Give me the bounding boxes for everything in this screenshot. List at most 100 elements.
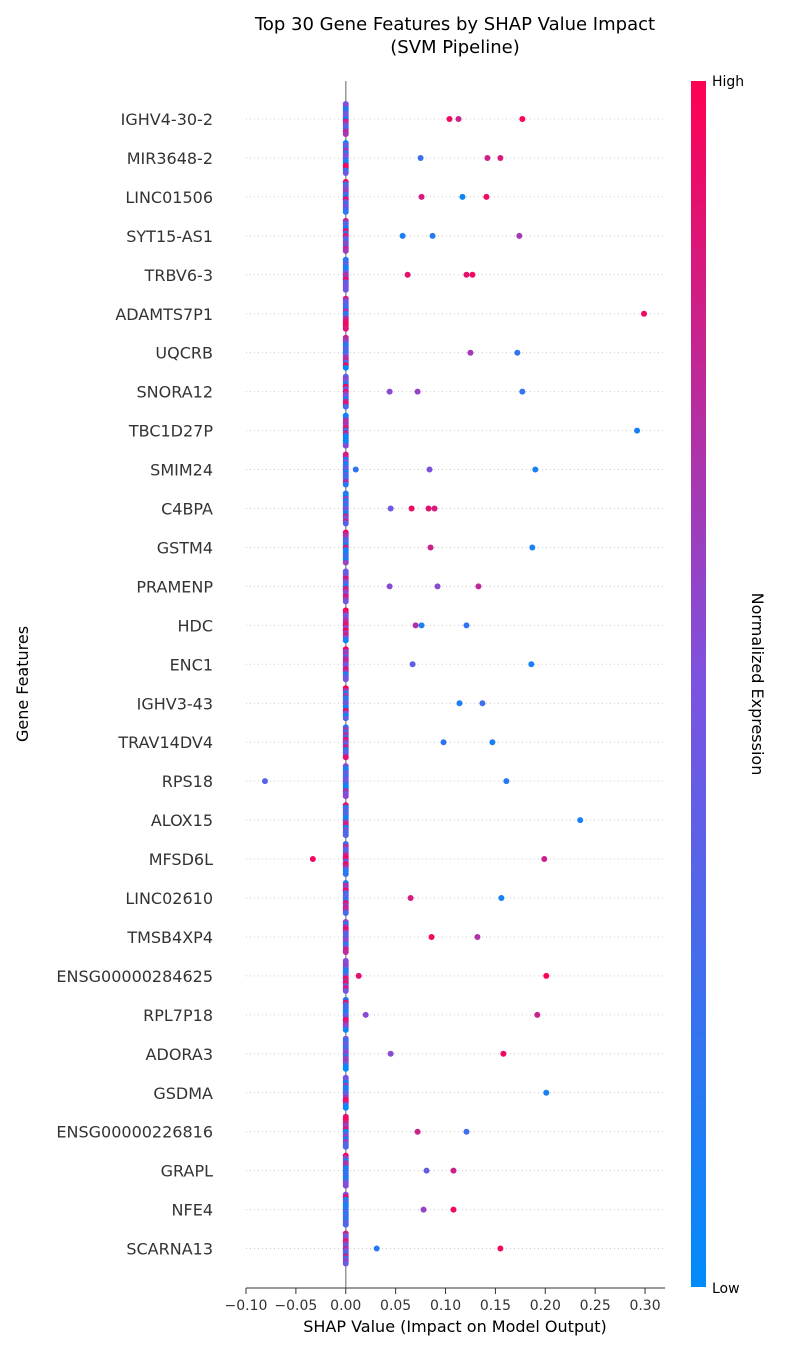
shap-point: [641, 310, 648, 317]
zero-sample-point: [342, 1182, 349, 1189]
colorbar-high-label: High: [712, 74, 744, 90]
feature-label: UQCRB: [155, 344, 213, 363]
shap-point: [479, 700, 486, 707]
shap-point: [414, 388, 421, 395]
shap-point: [261, 778, 268, 785]
zero-sample-point: [342, 948, 349, 955]
feature-label: C4BPA: [161, 500, 213, 519]
shap-point: [362, 1011, 369, 1018]
shap-point: [497, 154, 504, 161]
shap-point: [498, 895, 505, 901]
zero-sample-point: [342, 1260, 349, 1267]
shap-point: [427, 544, 434, 551]
feature-label: MIR3648-2: [127, 149, 213, 168]
feature-label: RPS18: [162, 772, 213, 791]
zero-sample-point: [342, 715, 349, 722]
shap-point: [489, 739, 496, 746]
x-tick-label: 0.10: [430, 1298, 461, 1314]
zero-sample-point: [342, 987, 349, 994]
feature-rows: IGHV4-30-2 MIR3648-2 LINC01506 SYT15-AS1 TRB…: [56, 110, 665, 1259]
x-tick-label: 0.20: [530, 1298, 561, 1314]
zero-sample-point: [342, 1065, 349, 1072]
feature-label: SYT15-AS1: [126, 227, 213, 246]
shap-point: [387, 505, 394, 512]
zero-sample-point: [342, 832, 349, 839]
shap-point: [463, 271, 470, 278]
shap-point: [387, 1050, 394, 1057]
feature-label: SMIM24: [150, 461, 213, 480]
shap-point: [386, 388, 393, 395]
shap-point: [529, 544, 536, 551]
feature-label: TBC1D27P: [128, 422, 214, 441]
shap-point: [434, 583, 441, 590]
feature-label: LINC01506: [125, 188, 213, 207]
zero-sample-point: [342, 481, 349, 488]
feature-label: ALOX15: [151, 811, 213, 830]
shap-point: [418, 622, 425, 629]
shap-point: [463, 622, 470, 629]
colorbar-label: Normalized Expression: [748, 593, 767, 776]
shap-point: [459, 193, 466, 200]
feature-label: GSTM4: [157, 538, 213, 557]
zero-sample-point: [342, 1104, 349, 1111]
zero-sample-point: [342, 1026, 349, 1033]
feature-label: HDC: [177, 616, 213, 635]
shap-point: [352, 466, 359, 473]
zero-sample-point: [342, 247, 349, 254]
x-axis-label: SHAP Value (Impact on Model Output): [303, 1317, 607, 1336]
shap-point: [634, 427, 641, 434]
feature-label: NFE4: [172, 1201, 213, 1220]
feature-label: SNORA12: [137, 383, 214, 402]
zero-sample-point: [342, 559, 349, 566]
zero-sample-point: [342, 325, 349, 332]
colorbar: [691, 81, 706, 1287]
zero-sample-point: [342, 598, 349, 605]
shap-point: [450, 1167, 457, 1174]
shap-point: [463, 1128, 470, 1135]
feature-label: TRAV14DV4: [117, 733, 213, 752]
zero-sample-point: [342, 520, 349, 527]
shap-point: [446, 116, 453, 122]
x-tick-label: −0.05: [274, 1298, 317, 1314]
shap-point: [404, 271, 411, 278]
shap-point: [503, 778, 510, 785]
shap-point: [532, 466, 539, 473]
feature-label: TRBV6-3: [144, 266, 213, 285]
shap-point: [516, 232, 523, 239]
shap-point: [543, 972, 550, 979]
shap-point: [418, 193, 425, 200]
shap-point: [514, 349, 521, 356]
zero-sample-point: [342, 403, 349, 410]
feature-label: TMSB4XP4: [126, 928, 213, 947]
zero-sample-point: [342, 131, 349, 137]
x-tick-label: 0.15: [480, 1298, 511, 1314]
zero-sample-point: [342, 364, 349, 371]
zero-sample-point: [342, 208, 349, 215]
chart-title-line2: (SVM Pipeline): [390, 37, 519, 58]
shap-point: [456, 700, 463, 707]
shap-point: [483, 193, 490, 200]
feature-label: GRAPL: [161, 1162, 213, 1181]
shap-point: [408, 505, 415, 512]
zero-sample-point: [342, 1143, 349, 1150]
feature-label: SCARNA13: [126, 1240, 213, 1259]
zero-sample-point: [342, 286, 349, 293]
shap-point: [423, 1167, 430, 1174]
x-tick-label: 0.05: [380, 1298, 411, 1314]
feature-label: PRAMENP: [136, 577, 213, 596]
x-tick-label: 0.00: [330, 1298, 361, 1314]
shap-point: [355, 972, 362, 979]
shap-point: [519, 116, 526, 122]
shap-point: [541, 856, 548, 863]
shap-point: [386, 583, 393, 590]
x-tick-label: 0.30: [629, 1298, 660, 1314]
y-axis-label: Gene Features: [13, 626, 32, 742]
shap-point: [431, 505, 438, 512]
chart-title-line1: Top 30 Gene Features by SHAP Value Impac…: [254, 14, 655, 35]
feature-label: ADAMTS7P1: [115, 305, 213, 324]
shap-point: [474, 933, 481, 940]
shap-point: [467, 349, 474, 356]
shap-point: [409, 661, 416, 668]
shap-point: [425, 505, 432, 512]
shap-point: [543, 1089, 550, 1096]
